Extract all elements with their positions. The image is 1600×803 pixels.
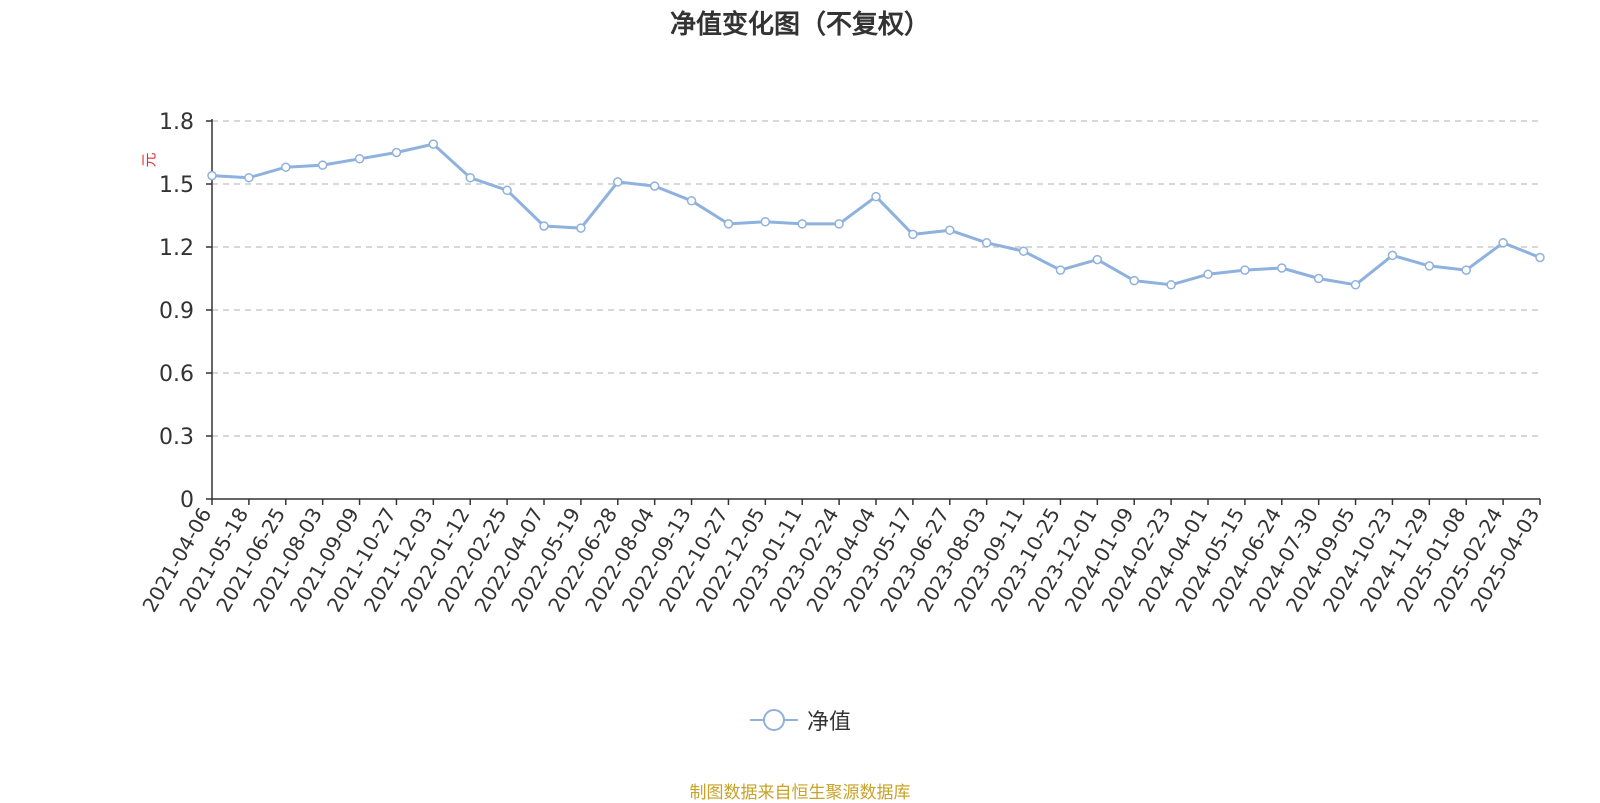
- data-point[interactable]: [1535, 252, 1545, 263]
- y-tick-label: 1.5: [159, 173, 194, 198]
- legend-label: 净值: [806, 710, 851, 735]
- y-tick-label: 1.8: [159, 110, 194, 135]
- data-point[interactable]: [1092, 254, 1103, 265]
- data-point[interactable]: [797, 219, 807, 229]
- data-point[interactable]: [945, 225, 955, 235]
- y-tick-label: 0.9: [159, 299, 194, 324]
- y-axis-label: 元: [140, 152, 158, 167]
- data-point[interactable]: [465, 172, 475, 183]
- data-point[interactable]: [1129, 275, 1139, 286]
- data-point[interactable]: [686, 196, 697, 206]
- data-point[interactable]: [981, 238, 992, 248]
- data-point[interactable]: [908, 229, 918, 240]
- data-point[interactable]: [428, 139, 439, 149]
- data-point[interactable]: [649, 181, 660, 191]
- data-point[interactable]: [1018, 246, 1029, 256]
- data-point[interactable]: [1498, 238, 1508, 248]
- data-point[interactable]: [391, 147, 402, 158]
- y-tick-label: 1.2: [159, 236, 194, 261]
- data-point[interactable]: [1277, 263, 1287, 273]
- y-tick-label: 0: [180, 488, 194, 513]
- y-tick-label: 0.6: [159, 362, 194, 387]
- data-point[interactable]: [1166, 280, 1176, 290]
- data-point[interactable]: [1055, 265, 1066, 275]
- data-point[interactable]: [1461, 265, 1471, 275]
- data-point[interactable]: [354, 154, 365, 164]
- data-point[interactable]: [317, 160, 328, 170]
- data-point[interactable]: [1424, 261, 1435, 271]
- chart-title: 净值变化图（不复权）: [669, 10, 930, 40]
- data-point[interactable]: [244, 172, 254, 183]
- data-source-note: 制图数据来自恒生聚源数据库: [689, 783, 911, 803]
- y-tick-label: 0.3: [159, 425, 194, 450]
- data-point[interactable]: [281, 162, 291, 172]
- data-point[interactable]: [576, 223, 586, 233]
- legend[interactable]: 净值: [0, 704, 1600, 736]
- data-point[interactable]: [760, 217, 771, 227]
- data-point[interactable]: [723, 219, 734, 229]
- data-point[interactable]: [1240, 265, 1250, 275]
- data-point[interactable]: [1203, 269, 1213, 280]
- series-line: [211, 142, 1541, 287]
- axes: 00.30.60.91.21.51.82021-04-062021-05-182…: [137, 110, 1544, 616]
- data-point[interactable]: [613, 177, 623, 187]
- legend-line-circle-icon: [749, 709, 798, 731]
- data-point[interactable]: [1387, 250, 1398, 261]
- data-point[interactable]: [539, 221, 549, 231]
- grid-lines: [212, 120, 1540, 437]
- data-point[interactable]: [1313, 273, 1324, 284]
- data-point[interactable]: [834, 219, 844, 229]
- series-points: [207, 139, 1545, 290]
- data-point[interactable]: [1350, 280, 1361, 290]
- data-point[interactable]: [502, 185, 512, 196]
- series-line-layer: [211, 142, 1541, 287]
- data-point[interactable]: [871, 191, 881, 202]
- data-point[interactable]: [207, 170, 217, 181]
